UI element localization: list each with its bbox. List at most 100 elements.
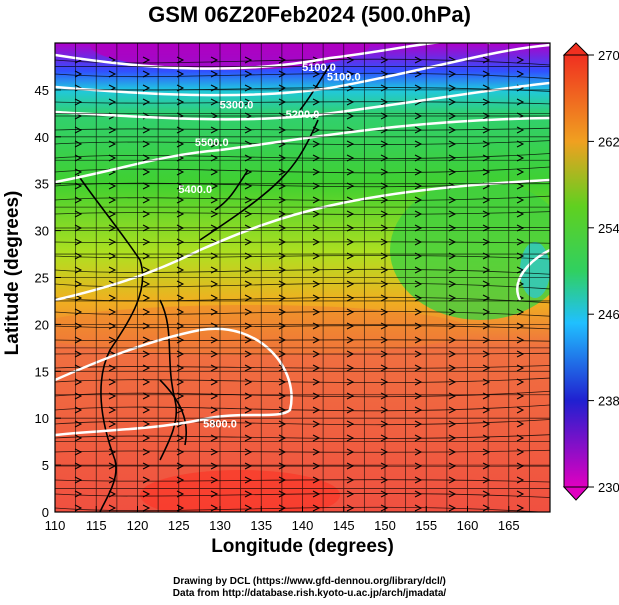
colorbar-tick-label: 246 xyxy=(598,307,619,322)
flow-arrow xyxy=(244,364,253,372)
colorbar-tick-label: 238 xyxy=(598,394,619,409)
flow-arrow xyxy=(516,126,525,134)
flow-arrow xyxy=(380,196,389,204)
y-tick-label: 40 xyxy=(35,130,49,145)
streamline xyxy=(55,419,550,426)
flow-arrow xyxy=(312,238,321,246)
flow-arrow xyxy=(278,392,287,400)
flow-arrow xyxy=(210,294,219,302)
y-tick-label: 0 xyxy=(42,505,49,520)
flow-arrow xyxy=(346,98,355,106)
streamline xyxy=(55,195,550,202)
flow-arrow xyxy=(482,406,491,414)
flow-arrow xyxy=(312,294,321,302)
orange-band xyxy=(55,305,470,355)
flow-arrow xyxy=(278,504,287,512)
flow-arrow xyxy=(448,490,457,498)
flow-arrow xyxy=(142,266,151,274)
flow-arrow xyxy=(278,70,287,78)
flow-arrow xyxy=(380,378,389,386)
flow-arrow xyxy=(74,70,83,78)
flow-arrow xyxy=(516,210,525,218)
flow-arrow xyxy=(244,56,253,64)
x-tick-label: 120 xyxy=(127,518,149,533)
flow-arrow xyxy=(210,336,219,344)
flow-arrow xyxy=(346,224,355,232)
flow-arrow xyxy=(482,56,491,64)
flow-arrow xyxy=(516,56,525,64)
flow-arrow xyxy=(278,224,287,232)
streamline xyxy=(55,404,550,412)
flow-arrow xyxy=(312,434,321,442)
flow-arrow xyxy=(448,448,457,456)
colorbar-tick-label: 230 xyxy=(598,480,619,495)
flow-arrow xyxy=(380,238,389,246)
flow-arrow xyxy=(142,434,151,442)
streamline xyxy=(55,479,550,483)
flow-arrow xyxy=(244,210,253,218)
flow-arrow xyxy=(278,98,287,106)
flow-arrow xyxy=(278,406,287,414)
flow-arrow xyxy=(516,462,525,470)
flow-arrow xyxy=(74,280,83,288)
x-tick-label: 155 xyxy=(415,518,437,533)
flow-arrow xyxy=(414,476,423,484)
flow-arrow xyxy=(516,168,525,176)
flow-arrow xyxy=(414,56,423,64)
flow-arrow xyxy=(346,210,355,218)
flow-arrow xyxy=(74,336,83,344)
flow-arrow xyxy=(312,490,321,498)
flow-arrow xyxy=(482,98,491,106)
flow-arrow xyxy=(380,294,389,302)
flow-arrow xyxy=(142,350,151,358)
flow-arrow xyxy=(278,56,287,64)
flow-arrow xyxy=(448,336,457,344)
flow-arrow xyxy=(108,140,117,148)
flow-arrow xyxy=(108,392,117,400)
flow-arrow xyxy=(210,378,219,386)
contour-label: 5300.0 xyxy=(220,100,254,112)
flow-arrow xyxy=(414,392,423,400)
flow-arrow xyxy=(210,462,219,470)
flow-arrow xyxy=(210,364,219,372)
flow-arrow xyxy=(74,238,83,246)
flow-arrow xyxy=(482,336,491,344)
contour-label: 5200.0 xyxy=(286,109,320,121)
streamline xyxy=(55,296,550,304)
flow-arrow xyxy=(380,112,389,120)
flow-arrow xyxy=(516,224,525,232)
flow-arrow xyxy=(414,196,423,204)
flow-arrow xyxy=(210,266,219,274)
flow-arrow xyxy=(278,280,287,288)
flow-arrow xyxy=(108,504,117,512)
flow-arrow xyxy=(142,70,151,78)
flow-arrow xyxy=(380,210,389,218)
flow-arrow xyxy=(516,448,525,456)
flow-arrow xyxy=(108,126,117,134)
contour-label: 5500.0 xyxy=(195,137,229,149)
flow-arrow xyxy=(108,294,117,302)
flow-arrow xyxy=(448,350,457,358)
flow-arrow xyxy=(244,504,253,512)
flow-arrow xyxy=(516,308,525,316)
streamline xyxy=(55,434,550,439)
flow-arrow xyxy=(210,126,219,134)
flow-arrow xyxy=(380,70,389,78)
flow-arrow xyxy=(346,266,355,274)
flow-arrow xyxy=(74,420,83,428)
flow-arrow xyxy=(278,336,287,344)
flow-arrow xyxy=(346,56,355,64)
flow-arrow xyxy=(414,112,423,120)
credit-line-2: Data from http://database.rish.kyoto-u.a… xyxy=(172,588,447,599)
flow-arrow xyxy=(346,448,355,456)
streamline xyxy=(55,72,550,79)
flow-arrow xyxy=(74,378,83,386)
flow-arrow xyxy=(380,224,389,232)
flow-arrow xyxy=(142,280,151,288)
flow-arrow xyxy=(414,406,423,414)
flow-arrow xyxy=(142,56,151,64)
flow-arrow xyxy=(210,56,219,64)
colorbar-bottom-arrow xyxy=(562,486,590,501)
flow-arrow xyxy=(74,462,83,470)
flow-arrow xyxy=(346,490,355,498)
